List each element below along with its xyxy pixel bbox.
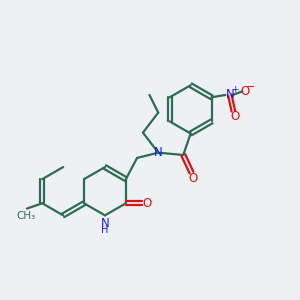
- Text: CH₃: CH₃: [17, 211, 36, 221]
- Text: O: O: [188, 172, 198, 185]
- Text: O: O: [142, 197, 152, 210]
- Text: N: N: [154, 146, 163, 159]
- Text: O: O: [241, 85, 250, 98]
- Text: N: N: [100, 217, 109, 230]
- Text: O: O: [230, 110, 239, 123]
- Text: −: −: [246, 82, 255, 92]
- Text: N: N: [225, 88, 234, 101]
- Text: H: H: [101, 225, 109, 235]
- Text: +: +: [231, 85, 239, 94]
